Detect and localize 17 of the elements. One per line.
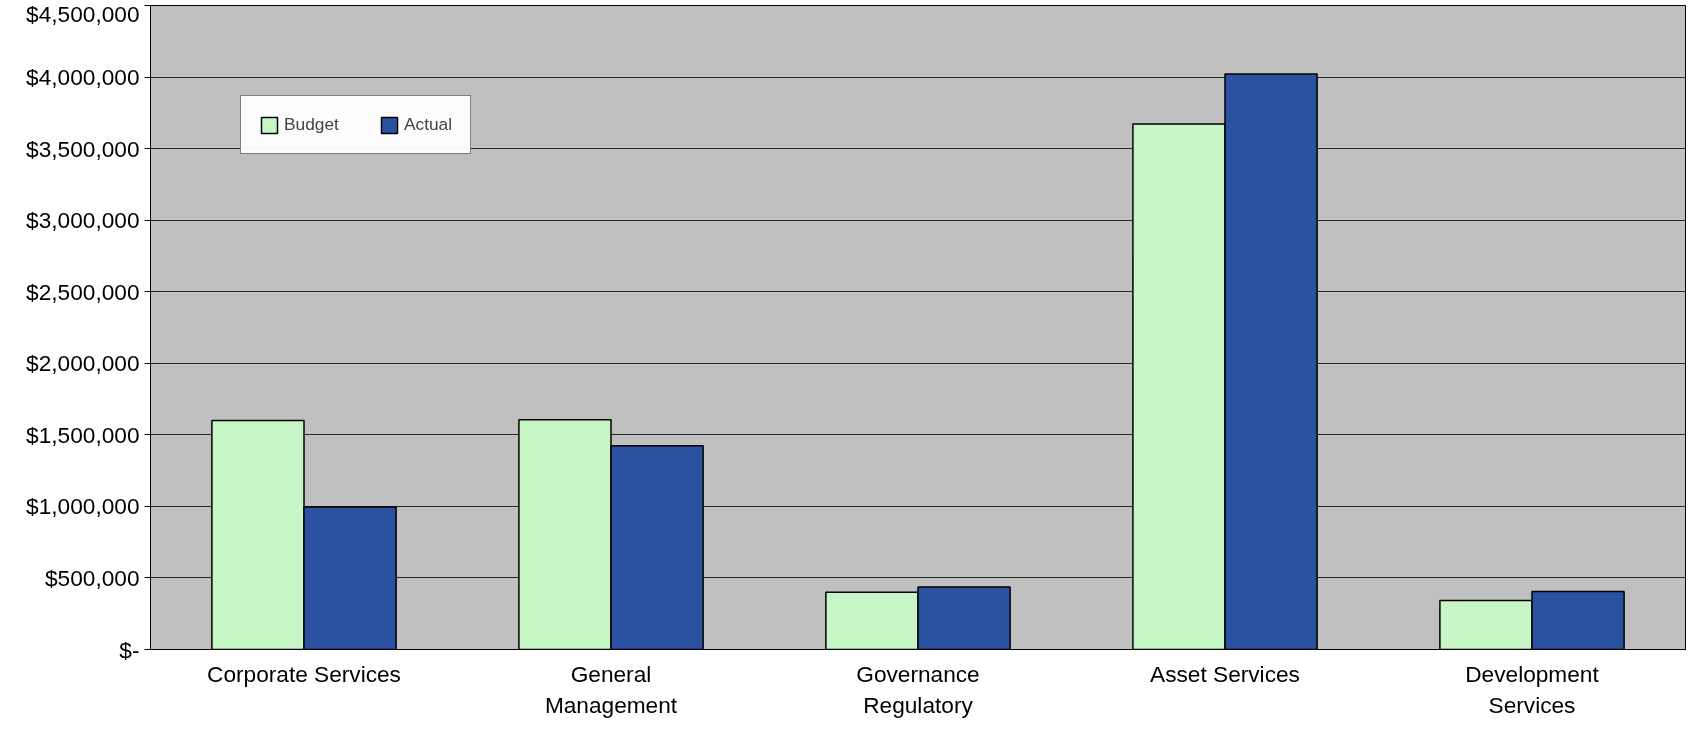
- y-tick-label: $1,500,000: [26, 421, 140, 448]
- x-tick-label: Governance Regulatory: [856, 660, 980, 718]
- y-tick-label: $4,500,000: [26, 0, 140, 27]
- y-tick-label: $2,000,000: [26, 350, 140, 377]
- legend-label: Actual: [403, 114, 453, 135]
- y-tick-label: $-: [119, 636, 140, 663]
- y-tick-label: $3,500,000: [26, 135, 140, 162]
- y-tick-label: $3,000,000: [26, 207, 140, 234]
- legend-label: Budget: [284, 114, 339, 135]
- x-tick-label: General Management: [544, 660, 678, 718]
- y-tick-label: $1,000,000: [26, 493, 140, 520]
- x-tick-label: Development Services: [1465, 660, 1600, 718]
- x-tick-label: Asset Services: [1150, 660, 1300, 687]
- y-tick-label: $2,500,000: [26, 278, 140, 305]
- y-tick-label: $500,000: [45, 564, 140, 591]
- x-tick-label: Corporate Services: [207, 660, 401, 687]
- y-tick-label: $4,000,000: [26, 64, 140, 91]
